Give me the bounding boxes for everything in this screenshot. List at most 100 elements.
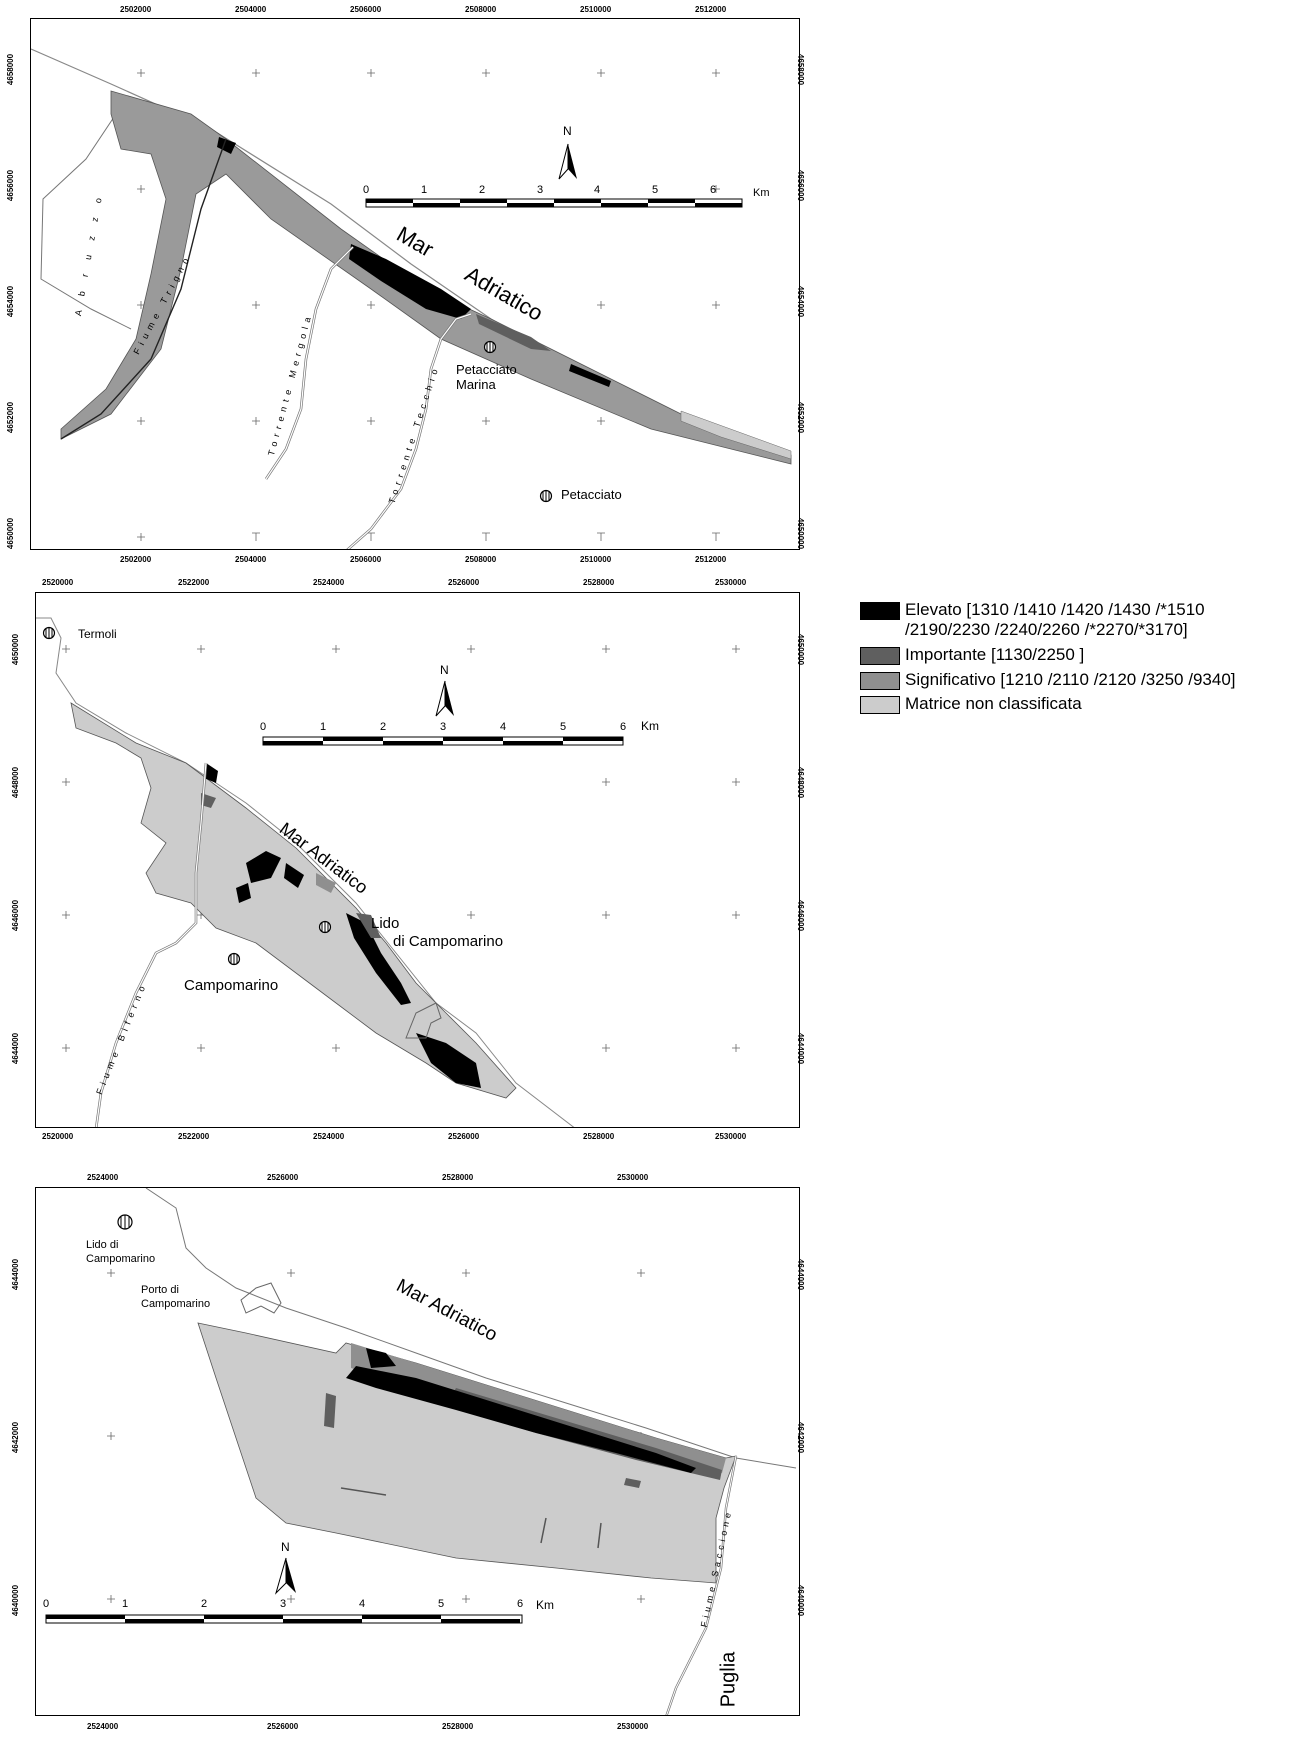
habitat-importante: [201, 793, 216, 808]
coord-tick: 4650000: [6, 517, 16, 550]
town-label-lido-campomarino: Lido di Campomarino: [86, 1239, 156, 1265]
north-label: N: [440, 663, 449, 677]
habitat-elevato: [346, 913, 411, 1005]
feature-line: [597, 1522, 602, 1549]
habitat-importante: [476, 314, 551, 351]
coord-tick: 2512000: [695, 5, 727, 14]
scale-number: 4: [500, 721, 507, 733]
coord-tick: 2520000: [42, 578, 74, 587]
legend-label: Matrice non classificata: [905, 694, 1082, 713]
coastline: [145, 1188, 797, 1469]
habitat-matrice: [70, 702, 517, 1099]
coord-tick: 4640000: [796, 1584, 806, 1617]
coord-tick: 2528000: [583, 578, 615, 587]
coord-tick: 2524000: [313, 1132, 345, 1141]
scale-number: 6: [710, 184, 717, 196]
coord-tick: 2502000: [120, 555, 152, 564]
scale-bar: [365, 198, 743, 208]
coord-tick: 2510000: [580, 555, 612, 564]
coord-tick: 4644000: [796, 1032, 806, 1065]
coord-tick: 4644000: [11, 1258, 21, 1291]
legend-item-elevato: Elevato [1310 /1410 /1420 /1430 /*1510 /…: [860, 600, 1205, 640]
scale-number: 3: [537, 184, 544, 196]
town-label-lido-campomarino: Lido di Campomarino: [371, 915, 504, 950]
habitat-elevato-small: [217, 137, 236, 154]
scale-number: 2: [380, 721, 387, 733]
map-3-canvas: [45, 1188, 797, 1715]
scale-number: 1: [320, 721, 327, 733]
habitat-importante: [624, 1478, 641, 1488]
scale-number: 6: [620, 721, 627, 733]
coord-tick: 4648000: [11, 766, 21, 799]
coord-tick: 4650000: [796, 633, 806, 666]
coord-tick: 4648000: [796, 766, 806, 799]
coord-tick: 2526000: [448, 578, 480, 587]
port-outline: [405, 1002, 442, 1039]
coord-tick: 2522000: [178, 1132, 210, 1141]
legend-item-importante: Importante [1130/2250 ]: [860, 645, 1084, 665]
feature-line: [540, 1517, 547, 1544]
coord-tick: 2524000: [87, 1173, 119, 1182]
coord-tick: 2528000: [442, 1722, 474, 1731]
grid-crosses: [62, 645, 740, 1052]
legend-item-matrice: Matrice non classificata: [860, 694, 1082, 714]
river-trigno: [60, 138, 227, 440]
habitat-elevato: [349, 244, 471, 319]
coord-tick: 4654000: [6, 285, 16, 318]
legend-swatch: [860, 647, 900, 665]
feature-line: [340, 1487, 387, 1496]
scale-unit: Km: [753, 187, 770, 199]
habitat-significativo: [351, 1343, 726, 1473]
legend-label: /2190/2230 /2240/2260 /*2270/*3170]: [905, 620, 1188, 639]
north-label: N: [281, 1540, 290, 1554]
scale-unit: Km: [641, 719, 659, 733]
coord-tick: 4658000: [796, 53, 806, 86]
map-panel-saccione: N 0 1 2 3 4 5 6 Km Mar Adriatico Lido di…: [35, 1187, 800, 1716]
coord-tick: 2522000: [178, 578, 210, 587]
habitat-elevato: [204, 763, 218, 783]
habitat-elevato: [366, 1348, 396, 1368]
coord-tick: 4652000: [6, 401, 16, 434]
habitat-elevato-small-2: [569, 364, 611, 387]
coord-tick: 2530000: [715, 578, 747, 587]
habitat-elevato: [416, 1033, 481, 1088]
habitat-elevato: [236, 883, 251, 903]
port-label: Porto di Campomarino: [141, 1284, 211, 1310]
coord-tick: 4658000: [6, 53, 16, 86]
coord-tick: 4642000: [796, 1421, 806, 1454]
coord-tick: 2528000: [442, 1173, 474, 1182]
coord-tick: 2508000: [465, 555, 497, 564]
north-arrow-icon: [435, 680, 454, 717]
scale-bar: [45, 1614, 523, 1624]
legend-label: Significativo [1210 /2110 /2120 /3250 /9…: [905, 670, 1236, 689]
coord-tick: 4656000: [796, 169, 806, 202]
legend-item-significativo: Significativo [1210 /2110 /2120 /3250 /9…: [860, 670, 1236, 690]
coord-tick: 4642000: [11, 1421, 21, 1454]
map-1-canvas: [31, 48, 792, 549]
coord-tick: 2530000: [715, 1132, 747, 1141]
coord-tick: 2506000: [350, 555, 382, 564]
coord-tick: 4652000: [796, 401, 806, 434]
habitat-matrice: [680, 410, 792, 460]
scale-number: 4: [359, 1598, 366, 1610]
coord-tick: 4640000: [11, 1584, 21, 1617]
scale-number: 5: [560, 721, 567, 733]
coord-tick: 2530000: [617, 1173, 649, 1182]
scale-number: 3: [280, 1598, 287, 1610]
coord-tick: 2524000: [313, 578, 345, 587]
map-2-canvas: [36, 617, 740, 1127]
scale-number: 0: [43, 1598, 50, 1610]
region-label-puglia: Puglia: [717, 1651, 740, 1708]
town-label-petacciato-marina: Petacciato Marina: [456, 362, 517, 392]
town-label-termoli: Termoli: [78, 627, 117, 641]
legend-swatch: [860, 672, 900, 690]
scale-number: 0: [260, 721, 267, 733]
map-panel-trigno: N 0 1 2 3 4 5 6 Km Mar Adriatico Petacci…: [30, 18, 800, 550]
legend-label: Elevato [1310 /1410 /1420 /1430 /*1510: [905, 600, 1205, 619]
coord-tick: 2502000: [120, 5, 152, 14]
coord-tick: 2526000: [448, 1132, 480, 1141]
legend-swatch: [860, 696, 900, 714]
scale-number: 4: [594, 184, 601, 196]
coord-tick: 2520000: [42, 1132, 74, 1141]
habitat-importante: [324, 1393, 336, 1428]
